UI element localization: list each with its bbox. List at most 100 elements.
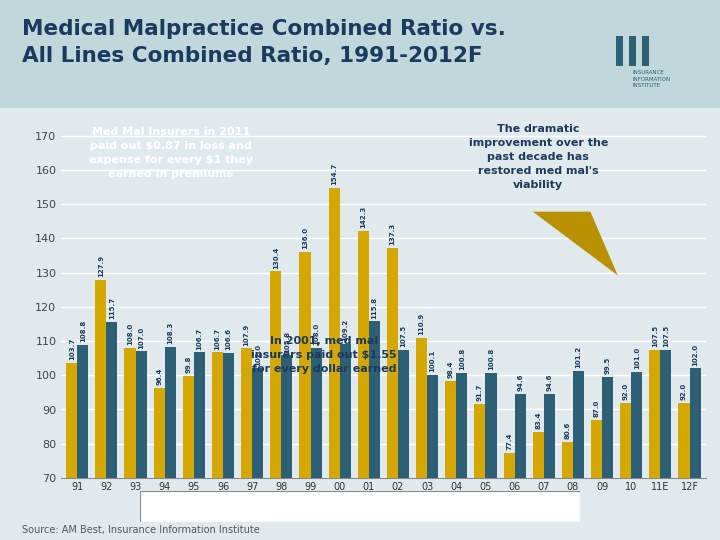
Bar [0, 87, 720, 89]
Text: 106.7: 106.7 [197, 328, 202, 350]
Bar [0, 86, 720, 89]
Text: 137.3: 137.3 [390, 222, 395, 245]
Text: 99.5: 99.5 [605, 357, 611, 374]
Bar [165, 347, 176, 540]
Bar [135, 352, 147, 540]
Bar [369, 321, 380, 540]
Bar [387, 248, 398, 540]
Bar [544, 394, 555, 540]
Bar [0, 87, 720, 89]
Bar [398, 350, 409, 540]
Bar [0, 87, 720, 89]
Bar [660, 350, 672, 540]
Text: 80.6: 80.6 [564, 422, 570, 439]
Bar [0, 86, 720, 88]
Text: 136.0: 136.0 [302, 227, 308, 249]
Bar [427, 375, 438, 540]
Bar [0, 87, 720, 89]
Bar [77, 345, 89, 540]
Text: 108.0: 108.0 [127, 323, 133, 345]
Bar [0, 86, 720, 87]
Bar [0, 86, 720, 87]
Bar [456, 373, 467, 540]
Bar [474, 404, 485, 540]
Bar [0, 86, 720, 87]
Bar [620, 403, 631, 540]
Text: 127.9: 127.9 [98, 255, 104, 277]
Bar [0, 87, 720, 89]
Bar [125, 348, 135, 540]
Text: 107.0: 107.0 [138, 326, 144, 349]
Text: 101.2: 101.2 [575, 346, 582, 368]
Bar [0, 87, 720, 89]
Text: 100.8: 100.8 [459, 348, 465, 370]
Text: 92.0: 92.0 [681, 383, 687, 400]
Bar [0, 87, 720, 89]
Text: 99.8: 99.8 [185, 356, 192, 373]
Bar [678, 403, 690, 540]
Text: 106.7: 106.7 [215, 328, 220, 350]
Bar [515, 394, 526, 540]
Bar [0, 86, 720, 88]
Bar [0, 86, 720, 88]
Text: All Lines Combined Ratio: All Lines Combined Ratio [403, 500, 568, 513]
Bar [0, 86, 720, 88]
Bar [0, 86, 720, 88]
Bar [0, 108, 720, 540]
Bar [573, 371, 584, 540]
Bar [300, 252, 310, 540]
Bar [212, 353, 223, 540]
Text: 101.0: 101.0 [634, 347, 640, 369]
Bar [445, 381, 456, 540]
Bar [241, 348, 252, 540]
Bar [340, 344, 351, 540]
Text: 100.1: 100.1 [430, 350, 436, 372]
Text: 92.0: 92.0 [623, 383, 629, 400]
Text: 94.6: 94.6 [546, 374, 552, 391]
Bar [252, 368, 264, 540]
Bar [0, 87, 720, 89]
Text: Medical Malpractice: Medical Malpractice [188, 500, 320, 513]
Bar [0, 86, 720, 89]
Bar [0, 87, 720, 89]
Bar [485, 373, 497, 540]
Bar [690, 368, 701, 540]
Text: 100.8: 100.8 [488, 348, 494, 370]
Text: 83.4: 83.4 [535, 412, 541, 429]
Bar [0, 86, 720, 88]
Bar [0, 86, 720, 88]
Bar [0, 86, 720, 87]
Bar [649, 350, 660, 540]
Text: 107.5: 107.5 [652, 325, 658, 347]
Bar [0, 86, 720, 88]
Bar [183, 376, 194, 540]
Bar [0, 87, 720, 89]
Text: 142.3: 142.3 [360, 206, 366, 228]
Text: Source: AM Best, Insurance Information Institute: Source: AM Best, Insurance Information I… [22, 524, 259, 535]
Bar [0, 86, 720, 88]
Text: 94.6: 94.6 [517, 374, 523, 391]
Bar [605, 11, 713, 94]
Text: 115.7: 115.7 [109, 297, 115, 319]
Bar [416, 338, 427, 540]
Bar [0, 86, 720, 88]
Bar [0, 87, 720, 89]
Bar [282, 355, 292, 540]
Bar [194, 353, 205, 540]
Bar [223, 353, 234, 540]
Bar [0, 86, 720, 87]
Bar [0, 86, 720, 87]
Bar [0, 87, 720, 89]
Bar [153, 498, 182, 515]
Bar [0, 87, 720, 89]
Bar [0, 86, 720, 88]
Text: Med Mal Insurers in 2011
paid out $0.87 in loss and
expense for every $1 they
ea: Med Mal Insurers in 2011 paid out $0.87 … [89, 126, 253, 179]
Text: In 2001, med mal
insurers paid out $1.55
for every dollar earned: In 2001, med mal insurers paid out $1.55… [251, 336, 397, 374]
Bar [616, 36, 623, 66]
Text: 77.4: 77.4 [506, 433, 512, 450]
Bar [629, 36, 636, 66]
Bar [107, 322, 117, 540]
Text: The dramatic
improvement over the
past decade has
restored med mal's
viability: The dramatic improvement over the past d… [469, 124, 608, 190]
Text: All Lines Combined Ratio, 1991-2012F: All Lines Combined Ratio, 1991-2012F [22, 46, 482, 66]
Bar [0, 86, 720, 89]
